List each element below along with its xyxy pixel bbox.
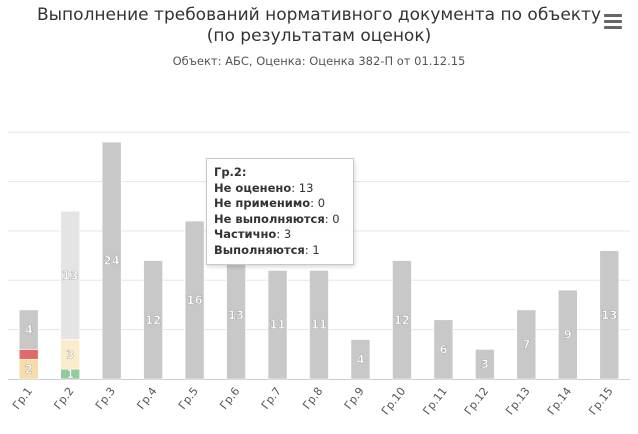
- tooltip-label: Не применимо: [214, 196, 311, 210]
- tooltip-title: Гр.2:: [214, 165, 247, 179]
- x-tick-label: Гр.11: [420, 385, 449, 418]
- bar-segment[interactable]: [475, 349, 495, 380]
- menu-line: [604, 26, 622, 29]
- x-tick-label: Гр.3: [93, 385, 118, 412]
- data-label: 13: [62, 268, 78, 282]
- tooltip-label: Не выполняются: [214, 211, 325, 226]
- x-tick-label: Гр.6: [217, 385, 242, 412]
- tooltip-label: Не оценено: [214, 180, 292, 195]
- menu-line: [604, 20, 622, 23]
- bar-segment[interactable]: [18, 309, 39, 350]
- tooltip-value: 0: [332, 211, 340, 226]
- bar-segment[interactable]: [184, 220, 205, 380]
- data-label: 2: [25, 362, 33, 376]
- x-tick-label: Гр.8: [300, 385, 325, 412]
- data-label: 13: [228, 308, 244, 322]
- bar-segment[interactable]: [143, 260, 163, 380]
- tooltip-row: Не выполняются: 0: [214, 211, 340, 226]
- tooltip-row: Не применимо: 0: [214, 196, 326, 210]
- data-label: 16: [187, 293, 203, 307]
- menu-line: [604, 14, 622, 17]
- x-tick-label: Гр.2: [51, 385, 76, 412]
- data-label: 12: [394, 313, 410, 327]
- x-tick-label: Гр.14: [545, 385, 574, 418]
- chart-tooltip: Гр.2: Не оценено: 13 Не применимо: 0 Не …: [206, 158, 354, 265]
- hamburger-menu-icon[interactable]: [604, 14, 622, 30]
- data-label: 6: [439, 342, 447, 356]
- x-tick-label: Гр.9: [342, 385, 367, 412]
- tooltip-row: Не оценено: 13: [214, 180, 314, 195]
- bar-segment[interactable]: [18, 349, 39, 360]
- tooltip-value: 0: [317, 196, 326, 210]
- bar-segment[interactable]: [392, 260, 412, 380]
- bar-segment[interactable]: [433, 319, 454, 380]
- data-label: 3: [66, 347, 74, 361]
- data-label: 7: [522, 337, 530, 351]
- x-tick-label: Гр.13: [503, 385, 532, 418]
- data-label: 3: [481, 357, 489, 371]
- data-label: 1: [66, 367, 74, 381]
- tooltip-label: Частично: [214, 227, 277, 241]
- bar-segment[interactable]: [516, 309, 537, 380]
- data-label: 24: [104, 254, 120, 268]
- data-label: 12: [145, 313, 161, 327]
- x-tick-label: Гр.4: [134, 385, 159, 412]
- x-tick-label: Гр.7: [259, 385, 284, 412]
- tooltip-value: 13: [298, 180, 314, 195]
- data-label: 13: [601, 308, 617, 322]
- data-label: 4: [356, 352, 364, 366]
- x-tick-label: Гр.1: [10, 385, 35, 412]
- chart-subtitle: Объект: АБС, Оценка: Оценка 382-П от 01.…: [172, 54, 466, 68]
- data-label: 4: [25, 323, 33, 337]
- bar-segment[interactable]: [267, 270, 288, 380]
- tooltip-label: Выполняются: [214, 242, 305, 257]
- bar-segment[interactable]: [309, 270, 329, 380]
- bar-segment[interactable]: [599, 250, 620, 380]
- x-tick-label: Гр.15: [586, 385, 615, 418]
- x-tick-label: Гр.10: [379, 385, 408, 418]
- tooltip-value: 1: [312, 242, 320, 257]
- bar-segment[interactable]: [101, 141, 122, 380]
- chart-title: Выполнение требований нормативного докум…: [0, 5, 638, 47]
- bar-segment[interactable]: [350, 339, 371, 380]
- x-tick-label: Гр.12: [462, 385, 491, 418]
- bar-segment[interactable]: [60, 210, 81, 340]
- tooltip-row: Выполняются: 1: [214, 242, 320, 257]
- data-label: 11: [311, 318, 327, 332]
- tooltip-row: Частично: 3: [214, 227, 292, 241]
- tooltip-value: 3: [283, 227, 292, 241]
- x-tick-label: Гр.5: [176, 385, 201, 412]
- chart-title-line2: (по результатам оценок): [206, 26, 432, 46]
- data-label: 9: [564, 328, 572, 342]
- bar-segment[interactable]: [557, 289, 578, 380]
- chart-title-line1: Выполнение требований нормативного докум…: [36, 5, 602, 25]
- data-label: 11: [270, 318, 286, 332]
